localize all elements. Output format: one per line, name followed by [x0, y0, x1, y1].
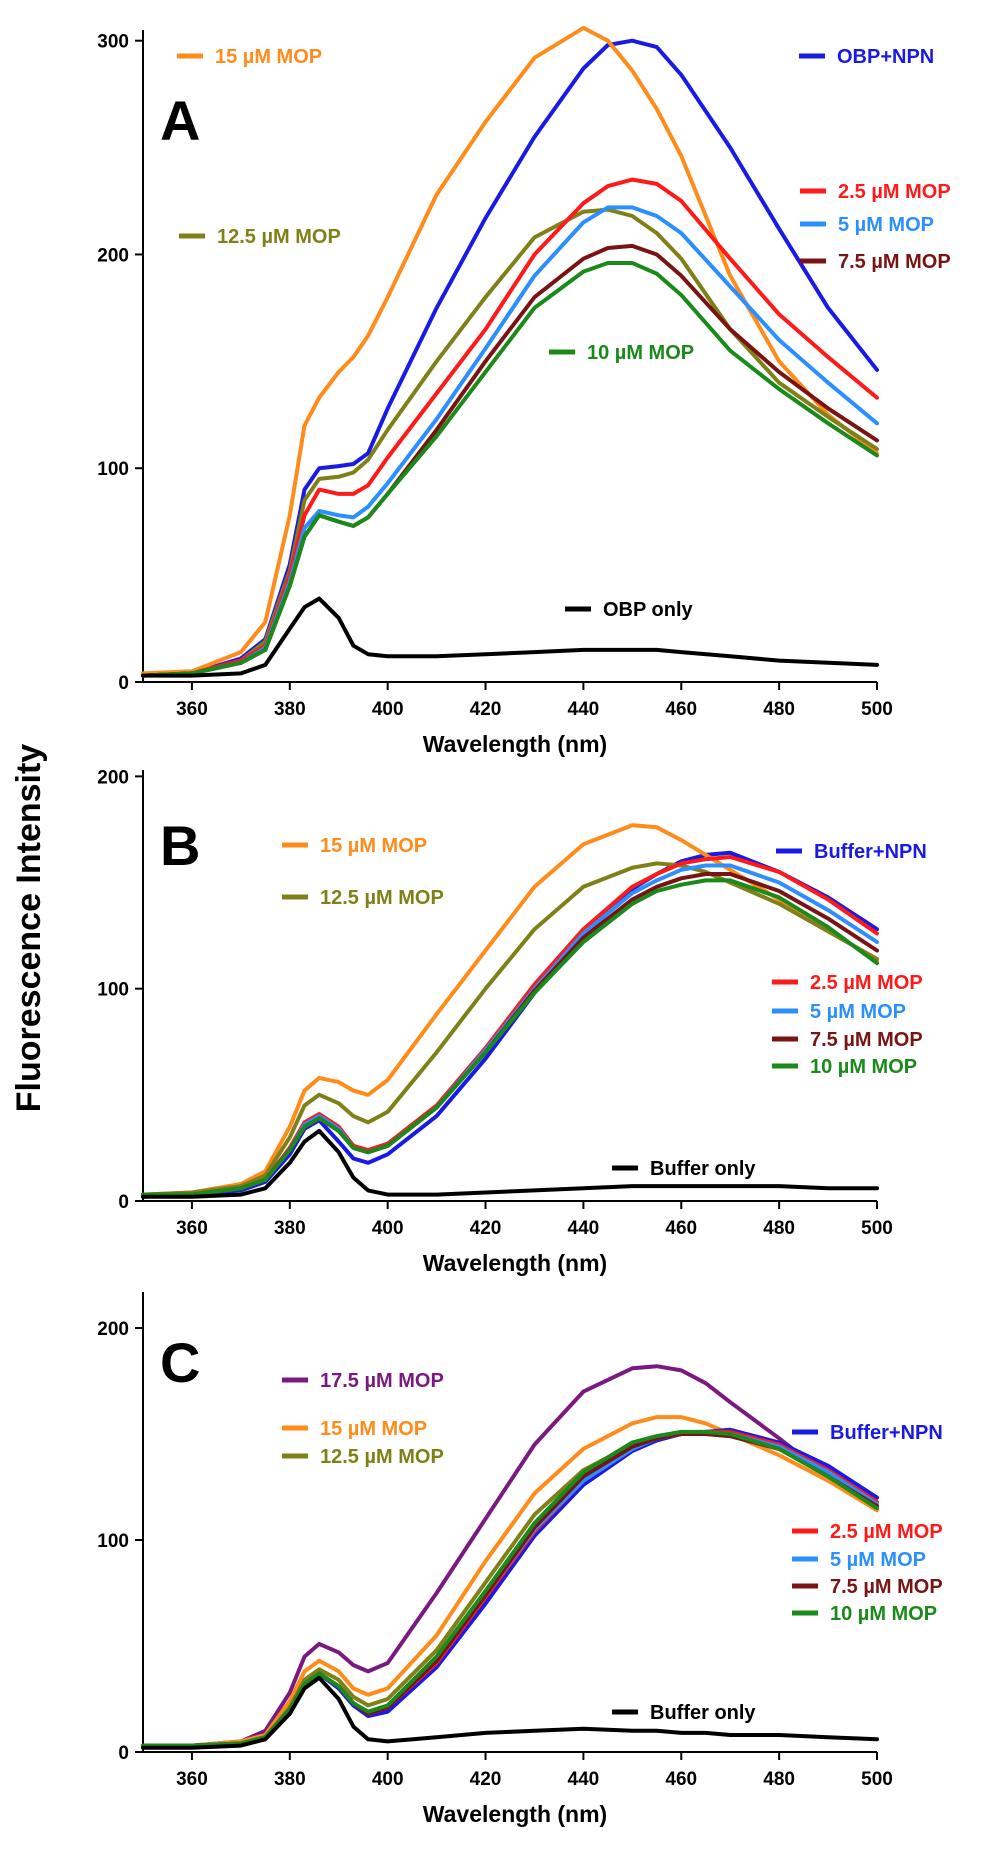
- panel-b-x-tick-label: 480: [763, 1218, 795, 1239]
- panel-b-x-axis-title: Wavelength (nm): [423, 1250, 607, 1276]
- panel-b-legend-label-2-5-um-mop: 2.5 µM MOP: [810, 972, 923, 994]
- panel-b-legend-label-buffer-npn: Buffer+NPN: [814, 841, 927, 863]
- panel-a-x-tick-label: 440: [568, 699, 600, 720]
- panel-c-y-tick-label: 200: [97, 1319, 129, 1340]
- panel-a-legend-label-7-5-um-mop: 7.5 µM MOP: [838, 251, 951, 273]
- panel-a-x-axis-title: Wavelength (nm): [423, 731, 607, 757]
- panel-b-y-tick-label: 0: [118, 1192, 129, 1213]
- panel-a-series-obp-only: [141, 596, 879, 678]
- panel-a-series-10-um-mop: [141, 261, 879, 678]
- panel-b-y-tick-label: 100: [97, 980, 129, 1001]
- panel-a-x-tick-label: 380: [274, 699, 306, 720]
- panel-a-legend-label-obp-only: OBP only: [603, 599, 694, 621]
- panel-b-legend-label-buffer-only: Buffer only: [650, 1158, 756, 1180]
- panel-b-series-buffer-npn: [141, 850, 879, 1199]
- panel-c-series-buffer-only: [141, 1675, 879, 1750]
- panel-a-legend-label-5-um-mop: 5 µM MOP: [838, 214, 934, 236]
- panel-b-legend-label-10-um-mop: 10 µM MOP: [810, 1056, 917, 1078]
- panel-a-series-12-5-um-mop: [141, 207, 879, 678]
- panel-a-y-tick-label: 100: [97, 459, 129, 480]
- panel-c-legend-label-15-um-mop: 15 µM MOP: [320, 1418, 427, 1440]
- panel-a-x-tick-label: 400: [372, 699, 404, 720]
- panel-a-series-15-um-mop: [141, 25, 879, 676]
- panel-b-legend-label-7-5-um-mop: 7.5 µM MOP: [810, 1029, 923, 1051]
- panel-b-series-10-um-mop: [141, 878, 879, 1197]
- panel-a-y-tick-label: 300: [97, 32, 129, 53]
- panel-c-series-15-um-mop: [141, 1415, 879, 1748]
- panel-c-series-buffer-npn: [141, 1427, 879, 1748]
- panel-c-legend-label-17-5-um-mop: 17.5 µM MOP: [320, 1370, 444, 1392]
- panel-c-legend-label-buffer-npn: Buffer+NPN: [830, 1422, 943, 1444]
- panel-c-series-17-5-um-mop: [141, 1364, 879, 1748]
- panel-a-series-2-5-um-mop: [141, 177, 879, 678]
- panel-b-x-tick-label: 420: [470, 1218, 502, 1239]
- panel-a-legend-label-15-um-mop: 15 µM MOP: [215, 46, 322, 68]
- panel-b-x-tick-label: 400: [372, 1218, 404, 1239]
- panel-a-legend-label-10-um-mop: 10 µM MOP: [587, 342, 694, 364]
- panel-a-x-tick-label: 500: [861, 699, 893, 720]
- panel-a-label: A: [160, 89, 200, 152]
- panel-c-legend-label-2-5-um-mop: 2.5 µM MOP: [830, 1521, 943, 1543]
- panel-a-series-obp-npn: [141, 38, 879, 678]
- panel-c-legend-label-5-um-mop: 5 µM MOP: [830, 1549, 926, 1571]
- panel-a-legend-label-12-5-um-mop: 12.5 µM MOP: [217, 226, 341, 248]
- panel-a-y-tick-label: 200: [97, 245, 129, 266]
- panel-a-y-tick-label: 0: [118, 673, 129, 694]
- panel-b-x-tick-label: 380: [274, 1218, 306, 1239]
- panel-b-legend-label-15-um-mop: 15 µM MOP: [320, 835, 427, 857]
- panel-c-x-tick-label: 420: [470, 1769, 502, 1790]
- panel-c-legend-label-10-um-mop: 10 µM MOP: [830, 1603, 937, 1625]
- panel-b-x-tick-label: 440: [568, 1218, 600, 1239]
- panel-b-series-buffer-only: [141, 1128, 879, 1199]
- panel-b-legend-label-12-5-um-mop: 12.5 µM MOP: [320, 887, 444, 909]
- panel-c-series-10-um-mop: [141, 1429, 879, 1748]
- panel-c-y-tick-label: 100: [97, 1531, 129, 1552]
- y-axis-title: Fluorescence Intensity: [10, 744, 48, 1113]
- panel-b-series-5-um-mop: [141, 863, 879, 1197]
- panel-b-y-tick-label: 200: [97, 767, 129, 788]
- panel-c-x-tick-label: 400: [372, 1769, 404, 1790]
- panel-c-x-tick-label: 440: [568, 1769, 600, 1790]
- panel-c-legend-label-7-5-um-mop: 7.5 µM MOP: [830, 1576, 943, 1598]
- panel-b-legend-label-5-um-mop: 5 µM MOP: [810, 1001, 906, 1023]
- panel-a-legend-label-obp-npn: OBP+NPN: [837, 46, 934, 68]
- panel-a-x-tick-label: 480: [763, 699, 795, 720]
- panel-b-x-tick-label: 360: [176, 1218, 208, 1239]
- panel-c-x-tick-label: 500: [861, 1769, 893, 1790]
- panel-b-x-tick-label: 500: [861, 1218, 893, 1239]
- panel-c-x-tick-label: 480: [763, 1769, 795, 1790]
- panel-c-legend-label-12-5-um-mop: 12.5 µM MOP: [320, 1446, 444, 1468]
- panel-b-series-15-um-mop: [141, 823, 879, 1197]
- panel-b-series-7-5-um-mop: [141, 872, 879, 1197]
- panel-c-legend-label-buffer-only: Buffer only: [650, 1702, 756, 1724]
- panel-a-x-tick-label: 360: [176, 699, 208, 720]
- panel-b-x-tick-label: 460: [665, 1218, 697, 1239]
- panel-c-x-tick-label: 460: [665, 1769, 697, 1790]
- panel-b-label: B: [160, 814, 200, 877]
- panel-c-y-tick-label: 0: [118, 1743, 129, 1764]
- panel-a-x-tick-label: 460: [665, 699, 697, 720]
- panel-a-series-5-um-mop: [141, 205, 879, 678]
- panel-c-x-tick-label: 380: [274, 1769, 306, 1790]
- panel-c-label: C: [160, 1331, 200, 1394]
- panel-a-legend-label-2-5-um-mop: 2.5 µM MOP: [838, 181, 951, 203]
- panel-c-x-axis-title: Wavelength (nm): [423, 1801, 607, 1827]
- panel-c-x-tick-label: 360: [176, 1769, 208, 1790]
- panel-a-x-tick-label: 420: [470, 699, 502, 720]
